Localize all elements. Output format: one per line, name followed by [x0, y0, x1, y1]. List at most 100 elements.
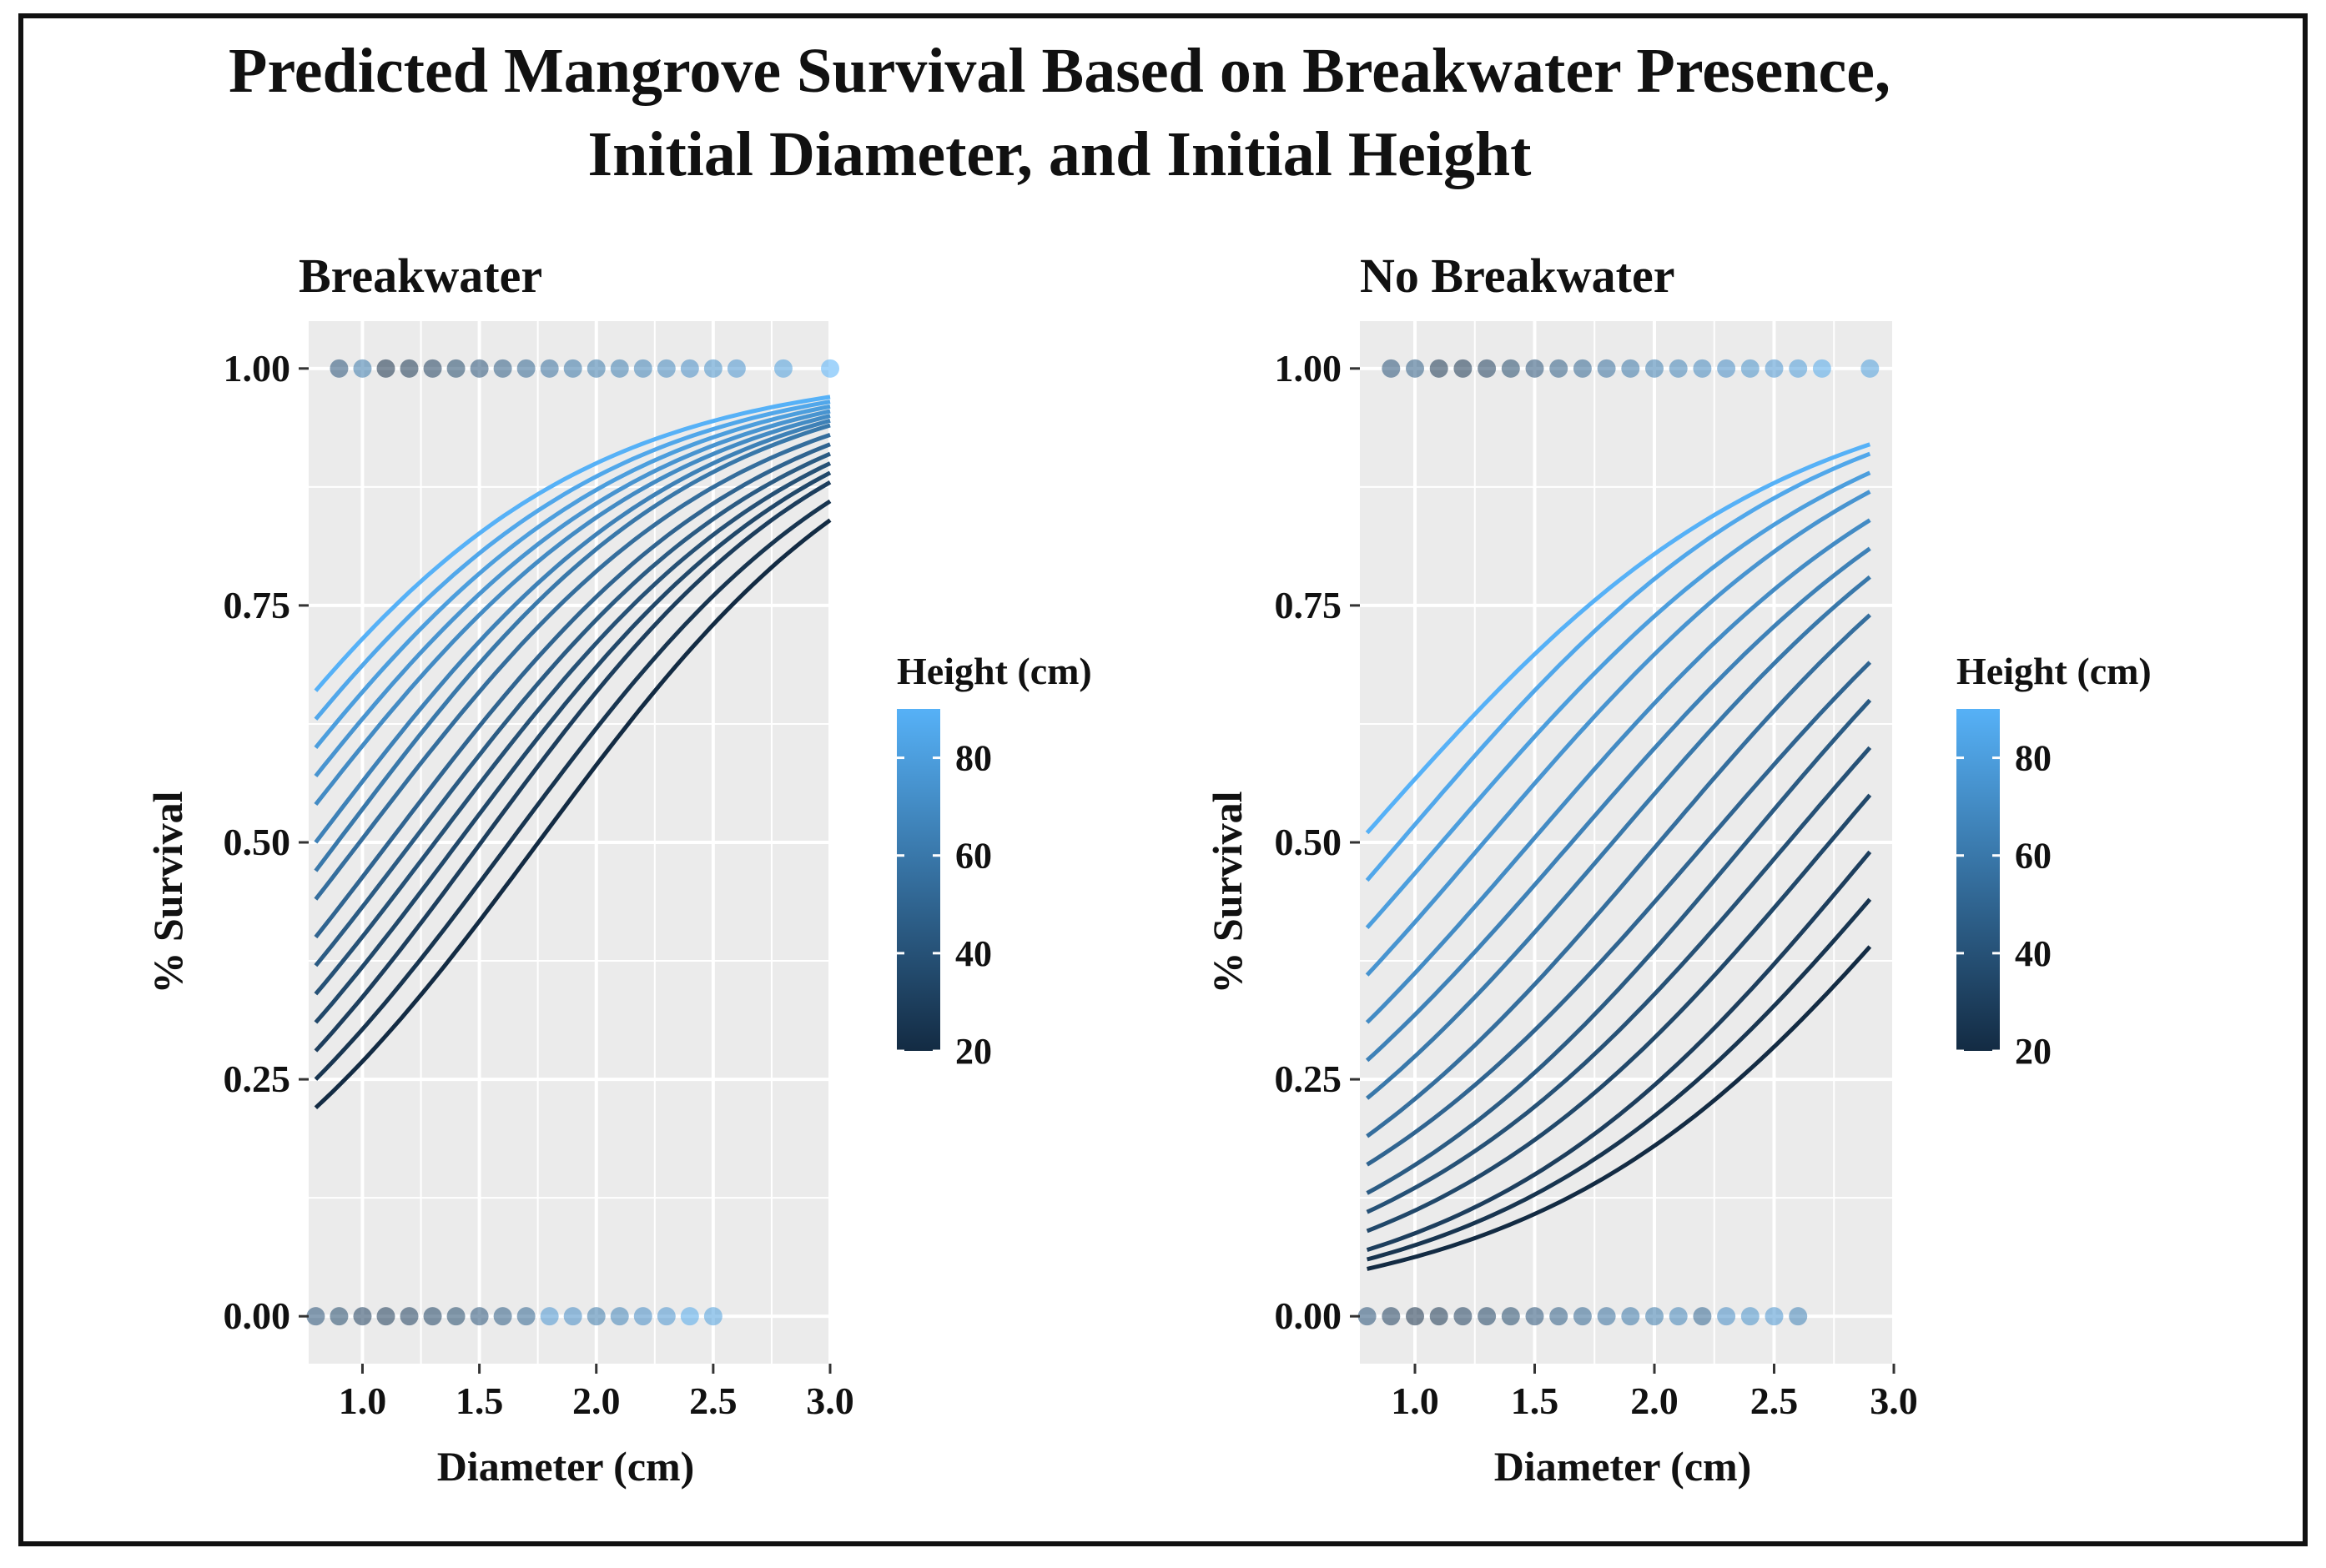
point-survived	[703, 359, 722, 378]
point-survived	[1382, 359, 1401, 378]
point-died	[540, 1307, 559, 1326]
point-died	[1669, 1307, 1688, 1326]
y-axis-label-breakwater: % Survival	[144, 791, 191, 993]
point-survived	[376, 359, 395, 378]
panel-breakwater: Breakwater Diameter (cm) % Survival Heig…	[144, 249, 1092, 1490]
point-survived	[1406, 359, 1425, 378]
series-line-height-45	[314, 451, 832, 967]
point-survived	[1429, 359, 1448, 378]
point-died	[1765, 1307, 1784, 1326]
panel-title-no-breakwater: No Breakwater	[1360, 249, 1674, 303]
series-line-height-90	[314, 395, 831, 692]
x-tick-label: 2.5	[689, 1380, 738, 1422]
point-survived	[1740, 359, 1760, 378]
point-died	[470, 1307, 489, 1326]
plot-area-no-breakwater	[1357, 321, 1896, 1364]
point-died	[1597, 1307, 1616, 1326]
y-tick-label: 1.00	[1275, 347, 1342, 389]
point-died	[563, 1307, 582, 1326]
chart-title-line2: Initial Diameter, and Initial Height	[588, 119, 1532, 189]
x-tick-label: 1.0	[1391, 1380, 1439, 1422]
point-survived	[633, 359, 652, 378]
series-line-height-75	[1365, 490, 1871, 977]
point-died	[1621, 1307, 1640, 1326]
point-survived	[423, 359, 442, 378]
point-died	[353, 1307, 372, 1326]
series-line-height-25	[314, 499, 832, 1081]
x-axis-label-breakwater: Diameter (cm)	[437, 1443, 695, 1490]
point-died	[446, 1307, 466, 1326]
point-died	[1501, 1307, 1520, 1326]
series-line-height-75	[314, 409, 831, 778]
point-died	[680, 1307, 699, 1326]
legend-title-no-breakwater: Height (cm)	[1956, 650, 2152, 692]
series-line-height-20	[314, 518, 832, 1110]
point-survived	[540, 359, 559, 378]
series-line-height-85	[1365, 451, 1871, 882]
x-tick-label: 3.0	[806, 1380, 854, 1422]
point-died	[423, 1307, 442, 1326]
point-survived	[1573, 359, 1592, 378]
series-line-height-25	[1366, 897, 1872, 1262]
point-survived	[1645, 359, 1664, 378]
point-died	[1740, 1307, 1760, 1326]
point-died	[516, 1307, 536, 1326]
chart-title-line1: Predicted Mangrove Survival Based on Bre…	[229, 36, 1891, 106]
point-died	[703, 1307, 722, 1326]
series-line-height-70	[314, 414, 831, 807]
point-survived	[400, 359, 419, 378]
series-line-height-30	[314, 480, 832, 1053]
point-survived	[1717, 359, 1736, 378]
legend-gradient	[897, 709, 940, 1051]
point-died	[1406, 1307, 1425, 1326]
legend-tick-label: 60	[955, 836, 992, 877]
legend-colorbar-breakwater: 80 60 40 20	[897, 709, 992, 1072]
point-died	[633, 1307, 652, 1326]
x-tick-label: 1.0	[339, 1380, 387, 1422]
point-died	[493, 1307, 512, 1326]
x-axis-label-no-breakwater: Diameter (cm)	[1494, 1443, 1752, 1490]
point-died	[1429, 1307, 1448, 1326]
point-survived	[1621, 359, 1640, 378]
legend-colorbar-no-breakwater: 80 60 40 20	[1956, 709, 2052, 1072]
legend-tick-label: 60	[2015, 836, 2052, 877]
point-died	[1693, 1307, 1712, 1326]
point-survived	[330, 359, 349, 378]
series-line-height-80	[1365, 470, 1871, 929]
y-tick-label: 1.00	[224, 347, 291, 389]
point-died	[1573, 1307, 1592, 1326]
point-survived	[1693, 359, 1712, 378]
point-survived	[821, 359, 839, 378]
series-line-height-30	[1366, 850, 1872, 1252]
series-line-height-20	[1367, 945, 1872, 1271]
point-died	[306, 1307, 325, 1326]
y-tick-label: 0.50	[1275, 821, 1342, 863]
y-tick-label: 0.75	[1275, 584, 1342, 626]
y-tick-label: 0.50	[224, 821, 291, 863]
point-survived	[493, 359, 512, 378]
y-tick-label: 0.75	[224, 584, 291, 626]
y-axis-label-no-breakwater: % Survival	[1204, 791, 1251, 993]
legend-tick-label: 80	[2015, 738, 2052, 779]
series-line-height-55	[1366, 613, 1871, 1138]
y-tick-label: 0.00	[1275, 1294, 1342, 1337]
point-survived	[1812, 359, 1831, 378]
point-survived	[587, 359, 606, 378]
point-survived	[1860, 359, 1880, 378]
point-survived	[1789, 359, 1808, 378]
series-line-height-85	[314, 400, 831, 721]
point-died	[400, 1307, 419, 1326]
point-died	[330, 1307, 349, 1326]
point-died	[1645, 1307, 1664, 1326]
point-survived	[1765, 359, 1784, 378]
series-line-height-35	[314, 470, 832, 1024]
point-survived	[446, 359, 466, 378]
series-line-height-60	[1366, 575, 1871, 1100]
series-line-height-40	[314, 461, 832, 996]
point-survived	[1453, 359, 1473, 378]
point-survived	[1549, 359, 1568, 378]
series-line-height-80	[314, 404, 831, 749]
x-tick-label: 2.0	[572, 1380, 621, 1422]
point-survived	[1501, 359, 1520, 378]
